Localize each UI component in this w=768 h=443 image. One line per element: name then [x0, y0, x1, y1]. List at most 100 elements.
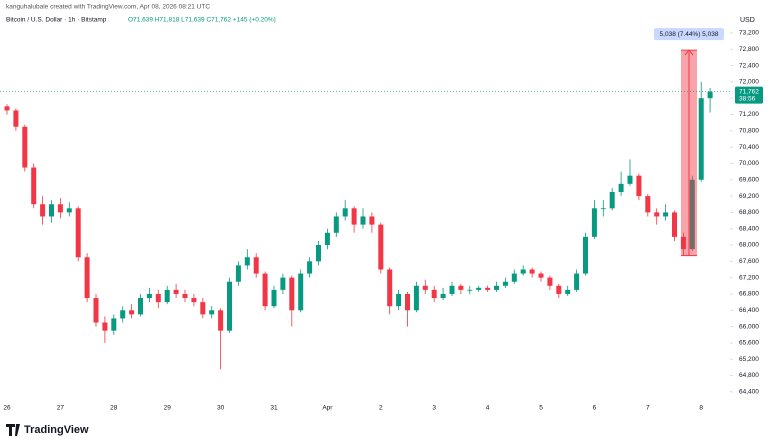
candle-body: [49, 204, 54, 217]
y-tick-label: 66,000: [739, 323, 759, 330]
candle-body: [672, 212, 677, 237]
candle-body: [440, 293, 446, 299]
candle-body: [75, 208, 81, 258]
candle-body: [280, 277, 286, 290]
candle-body: [654, 212, 660, 217]
logo-text: TradingView: [24, 424, 89, 436]
x-tick-label: 7: [646, 405, 650, 412]
x-tick-label: 2: [379, 405, 383, 412]
y-tick-label: 69,600: [739, 176, 759, 183]
y-tick-label: 65,600: [739, 340, 759, 347]
candle-body: [316, 245, 321, 262]
candle-body: [360, 216, 366, 225]
price-label-box: [735, 86, 763, 104]
candle-body: [369, 216, 375, 225]
candle-body: [253, 257, 259, 274]
candle-body: [289, 277, 295, 311]
x-tick-label: 31: [270, 405, 278, 412]
y-tick-label: 66,400: [739, 307, 759, 314]
candle-body: [467, 289, 473, 291]
candle-body: [218, 310, 224, 331]
candle-body: [271, 289, 277, 307]
y-tick-label: 73,200: [739, 30, 759, 37]
candle-body: [227, 281, 232, 331]
candle-body: [583, 236, 588, 274]
candle-body: [396, 293, 402, 307]
candle-body: [40, 204, 46, 217]
candle-body: [129, 310, 135, 315]
candle-body: [449, 285, 455, 294]
price-label: 71,762: [739, 88, 759, 95]
candle-body: [298, 273, 304, 311]
ohlc: O71,639 H71,818 L71,639 C71,762 +145 (+0…: [128, 17, 276, 24]
y-tick-label: 64,800: [739, 372, 759, 379]
candle-body: [565, 289, 571, 294]
candle-body: [413, 285, 419, 311]
x-tick-label: 3: [432, 405, 436, 412]
candle-body: [57, 204, 63, 213]
candle-body: [502, 281, 508, 286]
x-tick-label: 6: [593, 405, 597, 412]
y-tick-label: 69,200: [739, 193, 759, 200]
candle-body: [556, 285, 562, 294]
y-tick-label: 70,400: [739, 144, 759, 151]
candle-body: [307, 261, 313, 274]
candle-body: [102, 322, 108, 331]
candle-body: [209, 310, 215, 315]
y-tick-label: 71,200: [739, 111, 759, 118]
y-tick-label: 70,000: [739, 160, 759, 167]
candle-body: [31, 167, 37, 205]
candle-body: [84, 257, 90, 299]
candle-body: [636, 175, 642, 197]
y-tick-label: 67,600: [739, 258, 759, 265]
measure-label-box: [654, 28, 724, 41]
candle-body: [111, 318, 117, 331]
candle-body: [680, 236, 686, 250]
candle-body: [663, 212, 669, 217]
candle-body: [22, 126, 28, 168]
candle-body: [173, 289, 179, 294]
candle-body: [547, 277, 553, 286]
candle-body: [93, 298, 99, 323]
measure-label: 5,038 (7.44%) 5,038: [660, 31, 719, 38]
candle-body: [618, 183, 624, 192]
candle-body: [13, 110, 19, 127]
candle-body: [627, 175, 633, 184]
candle-body: [138, 298, 143, 315]
candle-body: [698, 98, 704, 180]
y-tick-label: 68,800: [739, 209, 759, 216]
candle-body: [431, 289, 437, 299]
x-tick-label: 26: [3, 405, 11, 412]
candle-body: [4, 106, 10, 111]
candle-body: [485, 287, 491, 290]
candle-body: [351, 208, 357, 225]
x-tick-label: Apr: [322, 405, 333, 412]
x-tick-label: 8: [699, 405, 703, 412]
candle-body: [591, 208, 597, 237]
candle-body: [333, 216, 339, 233]
candle-body: [476, 287, 482, 290]
candle-body: [66, 208, 72, 213]
candle-body: [538, 273, 544, 278]
candle-body: [244, 257, 250, 266]
candle-body: [458, 285, 464, 290]
candle-body: [707, 91, 713, 99]
y-tick-label: 72,400: [739, 62, 759, 69]
candle-body: [689, 179, 695, 250]
candle-body: [120, 310, 126, 319]
x-tick-label: 28: [110, 405, 118, 412]
candle-body: [146, 293, 152, 299]
currency: USD: [740, 17, 755, 24]
candle-body: [324, 232, 330, 246]
x-tick-label: 30: [217, 405, 225, 412]
logo-icon: [6, 424, 20, 436]
x-tick-label: 27: [57, 405, 65, 412]
candle-body: [200, 302, 206, 315]
candle-body: [511, 273, 517, 282]
x-tick-label: 5: [539, 405, 543, 412]
y-tick-label: 65,200: [739, 356, 759, 363]
y-tick-label: 68,400: [739, 225, 759, 232]
x-tick-label: 4: [486, 405, 490, 412]
